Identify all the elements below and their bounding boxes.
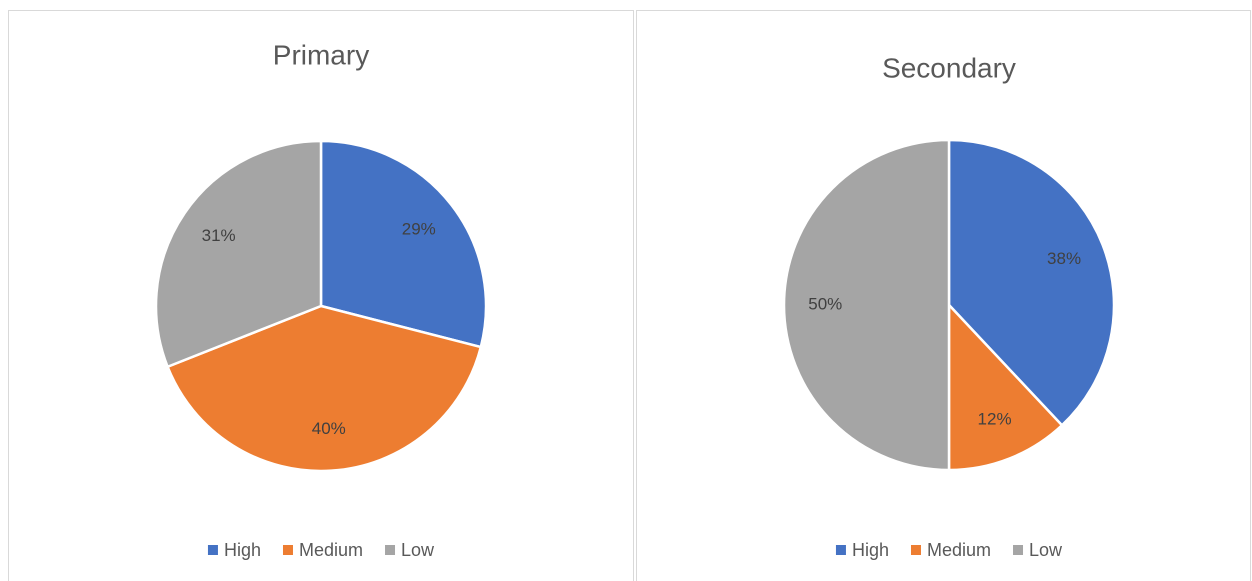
legend-label: Low [401, 540, 435, 560]
pie-slice [782, 138, 951, 472]
data-label: 40% [312, 419, 346, 438]
legend-swatch [385, 545, 396, 555]
data-label: 31% [202, 226, 236, 245]
legend-swatch [207, 545, 218, 555]
data-label: 38% [1047, 249, 1081, 268]
legend-label: High [852, 540, 889, 560]
legend-swatch [1013, 545, 1024, 555]
pie-slice [154, 139, 323, 369]
chart-title: Primary [273, 39, 369, 70]
legend-label: Low [1029, 540, 1063, 560]
pie-slice [165, 304, 483, 473]
legend-label: Medium [927, 540, 991, 560]
data-label: 50% [808, 294, 842, 313]
pie-slice [947, 138, 1116, 428]
data-label: 29% [402, 220, 436, 239]
legend-swatch [910, 545, 921, 555]
legend-swatch [282, 545, 293, 555]
chart-title: Secondary [882, 52, 1016, 83]
data-label: 12% [978, 410, 1012, 429]
legend-swatch [835, 545, 846, 555]
legend-label: High [224, 540, 261, 560]
pie-slice [947, 301, 1064, 472]
pie-slice [319, 139, 488, 349]
legend-label: Medium [299, 540, 363, 560]
